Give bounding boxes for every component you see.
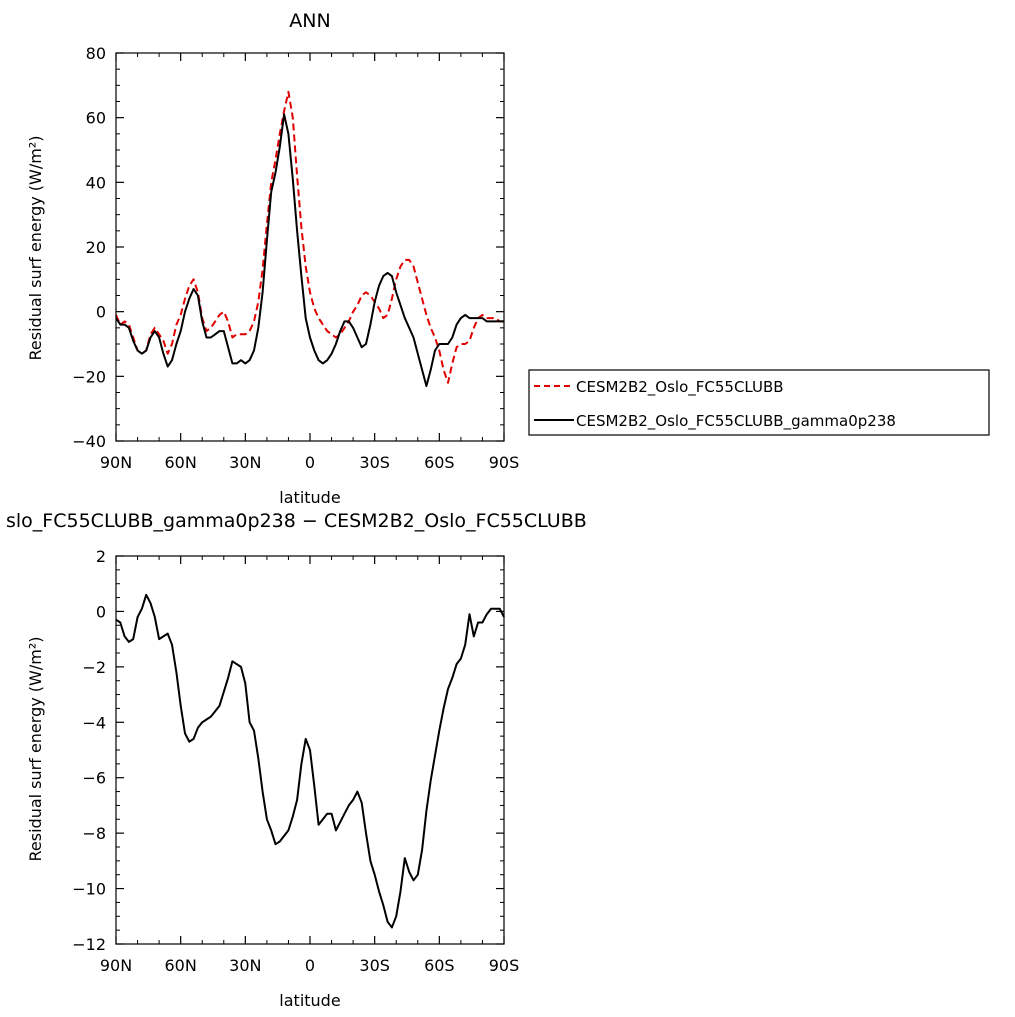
chart-title: ANN [289,10,330,32]
plot-frame [115,555,505,945]
y-tick-label: −12 [72,935,106,954]
legend-label-series-2: CESM2B2_Oslo_FC55CLUBB_gamma0p238 [576,412,896,431]
chart-title: slo_FC55CLUBB_gamma0p238 − CESM2B2_Oslo_… [6,510,587,532]
series-line-2 [115,113,504,387]
x-tick-label: 60N [165,956,197,975]
y-tick-label: 60 [86,109,106,128]
x-tick-label: 0 [305,956,315,975]
x-axis-label: latitude [279,991,340,1010]
y-tick-label: 2 [96,547,106,566]
panel-top: ANN Residual surf energy (W/m²) latitude… [26,10,519,507]
legend-box [528,369,990,436]
series-group [115,90,504,387]
x-tick-label: 90N [100,956,132,975]
y-tick-label: −10 [72,880,106,899]
x-tick-label: 90S [489,453,520,472]
series-group [115,593,505,929]
x-tick-label: 60N [165,453,197,472]
y-tick-label: −20 [72,367,106,386]
tick-group: 90N 60N 30N 0 30S 60S 90S −40 −20 0 20 40 60 80 [72,44,519,472]
y-axis-label: Residual surf energy (W/m²) [26,637,45,862]
x-tick-label: 90S [489,956,520,975]
legend-label-series-1: CESM2B2_Oslo_FC55CLUBB [576,378,784,397]
y-tick-label: −2 [82,658,106,677]
x-tick-label: 30S [359,453,390,472]
y-tick-label: 20 [86,238,106,257]
plot-frame [115,52,505,442]
y-tick-label: 80 [86,44,106,63]
tick-group: 90N 60N 30N 0 30S 60S 90S −12 −10 −8 −6 −4 −2 0 2 [72,547,519,975]
x-tick-label: 0 [305,453,315,472]
x-tick-label: 30N [229,453,261,472]
y-tick-label: −8 [82,824,106,843]
x-axis-label: latitude [279,488,340,507]
x-tick-label: 60S [424,956,455,975]
y-tick-label: 40 [86,173,106,192]
y-tick-label: −40 [72,432,106,451]
panel-bottom: slo_FC55CLUBB_gamma0p238 − CESM2B2_Oslo_… [6,510,587,1010]
y-tick-label: −4 [82,713,106,732]
y-tick-label: −6 [82,769,106,788]
y-axis-label: Residual surf energy (W/m²) [26,136,45,361]
x-tick-label: 30N [229,956,261,975]
x-tick-label: 30S [359,956,390,975]
x-tick-label: 60S [424,453,455,472]
legend: CESM2B2_Oslo_FC55CLUBB CESM2B2_Oslo_FC55… [528,369,990,436]
x-tick-label: 90N [100,453,132,472]
series-line-1 [115,90,504,384]
y-tick-label: 0 [96,602,106,621]
y-tick-label: 0 [96,303,106,322]
series-line-1 [115,593,505,929]
